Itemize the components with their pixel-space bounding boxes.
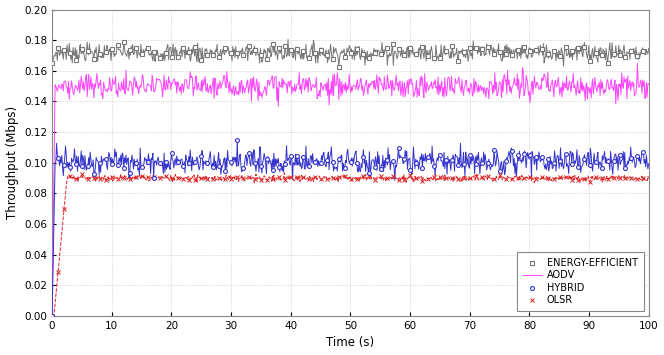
Line: AODV: AODV xyxy=(52,63,649,316)
AODV xyxy=(428,86,436,91)
AODV xyxy=(501,73,509,77)
HYBRID xyxy=(48,314,56,318)
Line: OLSR: OLSR xyxy=(50,173,645,318)
HYBRID xyxy=(639,150,647,154)
ENERGY-EFFICIENT xyxy=(604,61,612,65)
ENERGY-EFFICIENT xyxy=(639,49,647,53)
HYBRID xyxy=(185,161,193,165)
OLSR xyxy=(167,176,175,180)
AODV xyxy=(645,82,653,86)
HYBRID xyxy=(406,168,414,172)
AODV xyxy=(85,72,93,76)
OLSR xyxy=(406,173,414,177)
Legend: ENERGY-EFFICIENT, AODV, HYBRID, OLSR: ENERGY-EFFICIENT, AODV, HYBRID, OLSR xyxy=(517,252,644,311)
ENERGY-EFFICIENT xyxy=(335,65,343,69)
OLSR xyxy=(616,176,623,180)
AODV xyxy=(410,92,418,97)
ENERGY-EFFICIENT xyxy=(412,52,420,56)
AODV xyxy=(633,61,641,65)
Line: ENERGY-EFFICIENT: ENERGY-EFFICIENT xyxy=(50,40,645,69)
ENERGY-EFFICIENT xyxy=(191,45,199,50)
AODV xyxy=(562,86,570,90)
AODV xyxy=(48,314,56,318)
OLSR xyxy=(598,176,606,180)
OLSR xyxy=(191,178,199,182)
ENERGY-EFFICIENT xyxy=(48,61,56,65)
HYBRID xyxy=(233,138,241,142)
Line: HYBRID: HYBRID xyxy=(50,138,645,318)
HYBRID xyxy=(616,153,623,157)
HYBRID xyxy=(359,155,367,159)
Y-axis label: Throughput (Mbps): Throughput (Mbps) xyxy=(5,106,19,219)
AODV xyxy=(394,89,402,93)
OLSR xyxy=(359,174,367,178)
OLSR xyxy=(78,172,86,176)
HYBRID xyxy=(598,166,606,170)
ENERGY-EFFICIENT xyxy=(622,55,629,59)
X-axis label: Time (s): Time (s) xyxy=(326,337,374,349)
ENERGY-EFFICIENT xyxy=(365,55,373,60)
OLSR xyxy=(639,176,647,180)
ENERGY-EFFICIENT xyxy=(167,55,175,59)
HYBRID xyxy=(161,160,169,164)
OLSR xyxy=(48,314,56,318)
ENERGY-EFFICIENT xyxy=(120,40,127,44)
